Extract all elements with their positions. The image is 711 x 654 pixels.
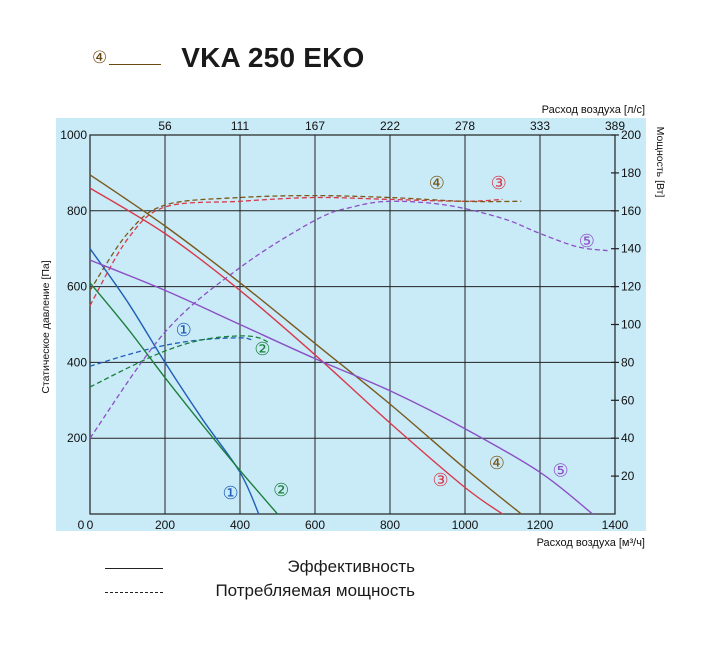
power-curve-2 <box>89 335 271 388</box>
chart-title: VKA 250 EKO <box>181 42 365 73</box>
y2-tick-label: 180 <box>621 166 641 180</box>
x-tick-label: 1400 <box>602 518 629 532</box>
legend-power: Потребляемая мощность <box>105 581 425 603</box>
pressure-curve-label-5: ⑤ <box>553 460 569 481</box>
x-tick-label: 1000 <box>452 518 479 532</box>
power-curve-label-1: ① <box>176 320 192 341</box>
x-tick-label: 400 <box>230 518 250 532</box>
y-zero-label: 0 <box>78 518 85 532</box>
x-tick-label: 600 <box>305 518 325 532</box>
y2-tick-label: 120 <box>621 280 641 294</box>
legend-efficiency: Эффективность <box>105 557 425 579</box>
y-axis-label: Статическое давление [Па] <box>40 260 52 393</box>
power-curve-5 <box>89 200 608 439</box>
power-curve-label-3: ③ <box>491 173 507 194</box>
x2-tick-label: 111 <box>231 119 250 133</box>
x-tick-label: 200 <box>155 518 175 532</box>
pressure-curve-2 <box>89 282 279 515</box>
y-tick-label: 400 <box>67 355 87 369</box>
y2-tick-label: 40 <box>621 431 635 445</box>
x2-tick-label: 333 <box>530 119 550 133</box>
y-tick-label: 600 <box>67 280 87 294</box>
x2-tick-label: 389 <box>605 119 625 133</box>
x-axis-label: Расход воздуха [м³/ч] <box>537 537 645 549</box>
pressure-curve-1 <box>89 248 260 515</box>
y-tick-label: 800 <box>67 204 87 218</box>
chart-header: ④ VKA 250 EKO <box>92 38 364 78</box>
y2-tick-label: 100 <box>621 318 641 332</box>
title-series-marker: ④ <box>92 48 108 68</box>
pressure-curve-label-1: ① <box>223 483 239 504</box>
y-tick-label: 1000 <box>60 128 87 142</box>
pressure-curve-3 <box>89 187 503 515</box>
power-curve-label-5: ⑤ <box>579 231 595 252</box>
y2-tick-label: 20 <box>621 469 635 483</box>
power-curve-3 <box>89 196 503 306</box>
legend-power-label: Потребляемая мощность <box>215 581 415 600</box>
power-curve-label-2: ② <box>254 339 270 360</box>
pressure-curve-label-3: ③ <box>433 470 449 491</box>
x-tick-label: 800 <box>380 518 400 532</box>
pressure-curve-5 <box>89 259 593 515</box>
y2-tick-label: 200 <box>621 128 641 142</box>
y2-axis-label: Мощность [Вт] <box>654 127 666 198</box>
x2-tick-label: 278 <box>455 119 475 133</box>
x2-axis-label: Расход воздуха [л/с] <box>542 104 645 116</box>
x-tick-label: 1200 <box>527 518 554 532</box>
y2-tick-label: 160 <box>621 204 641 218</box>
power-curve-1 <box>89 337 252 367</box>
x2-tick-label: 222 <box>380 119 400 133</box>
y2-tick-label: 140 <box>621 242 641 256</box>
x2-tick-label: 167 <box>305 119 325 133</box>
curve-labels: ① ① ② ② ③ ③ ④ ④ ⑤ ⑤ <box>176 173 595 504</box>
y2-tick-label: 60 <box>621 393 635 407</box>
y-tick-label: 200 <box>67 431 87 445</box>
x2-tick-label: 56 <box>158 119 172 133</box>
y2-tick-label: 80 <box>621 355 635 369</box>
title-marker-line <box>109 63 162 65</box>
chart-frame <box>56 118 646 531</box>
grid-lines <box>89 134 616 515</box>
legend-dashed-line <box>105 592 163 593</box>
legend-efficiency-label: Эффективность <box>287 557 415 576</box>
x-tick-label: 0 <box>87 518 94 532</box>
pressure-curve-label-2: ② <box>273 480 289 501</box>
data-curves <box>89 174 608 515</box>
pressure-curve-4 <box>89 174 522 515</box>
legend-solid-line <box>105 568 163 569</box>
pressure-curve-label-4: ④ <box>489 453 505 474</box>
power-curve-label-4: ④ <box>429 173 445 194</box>
